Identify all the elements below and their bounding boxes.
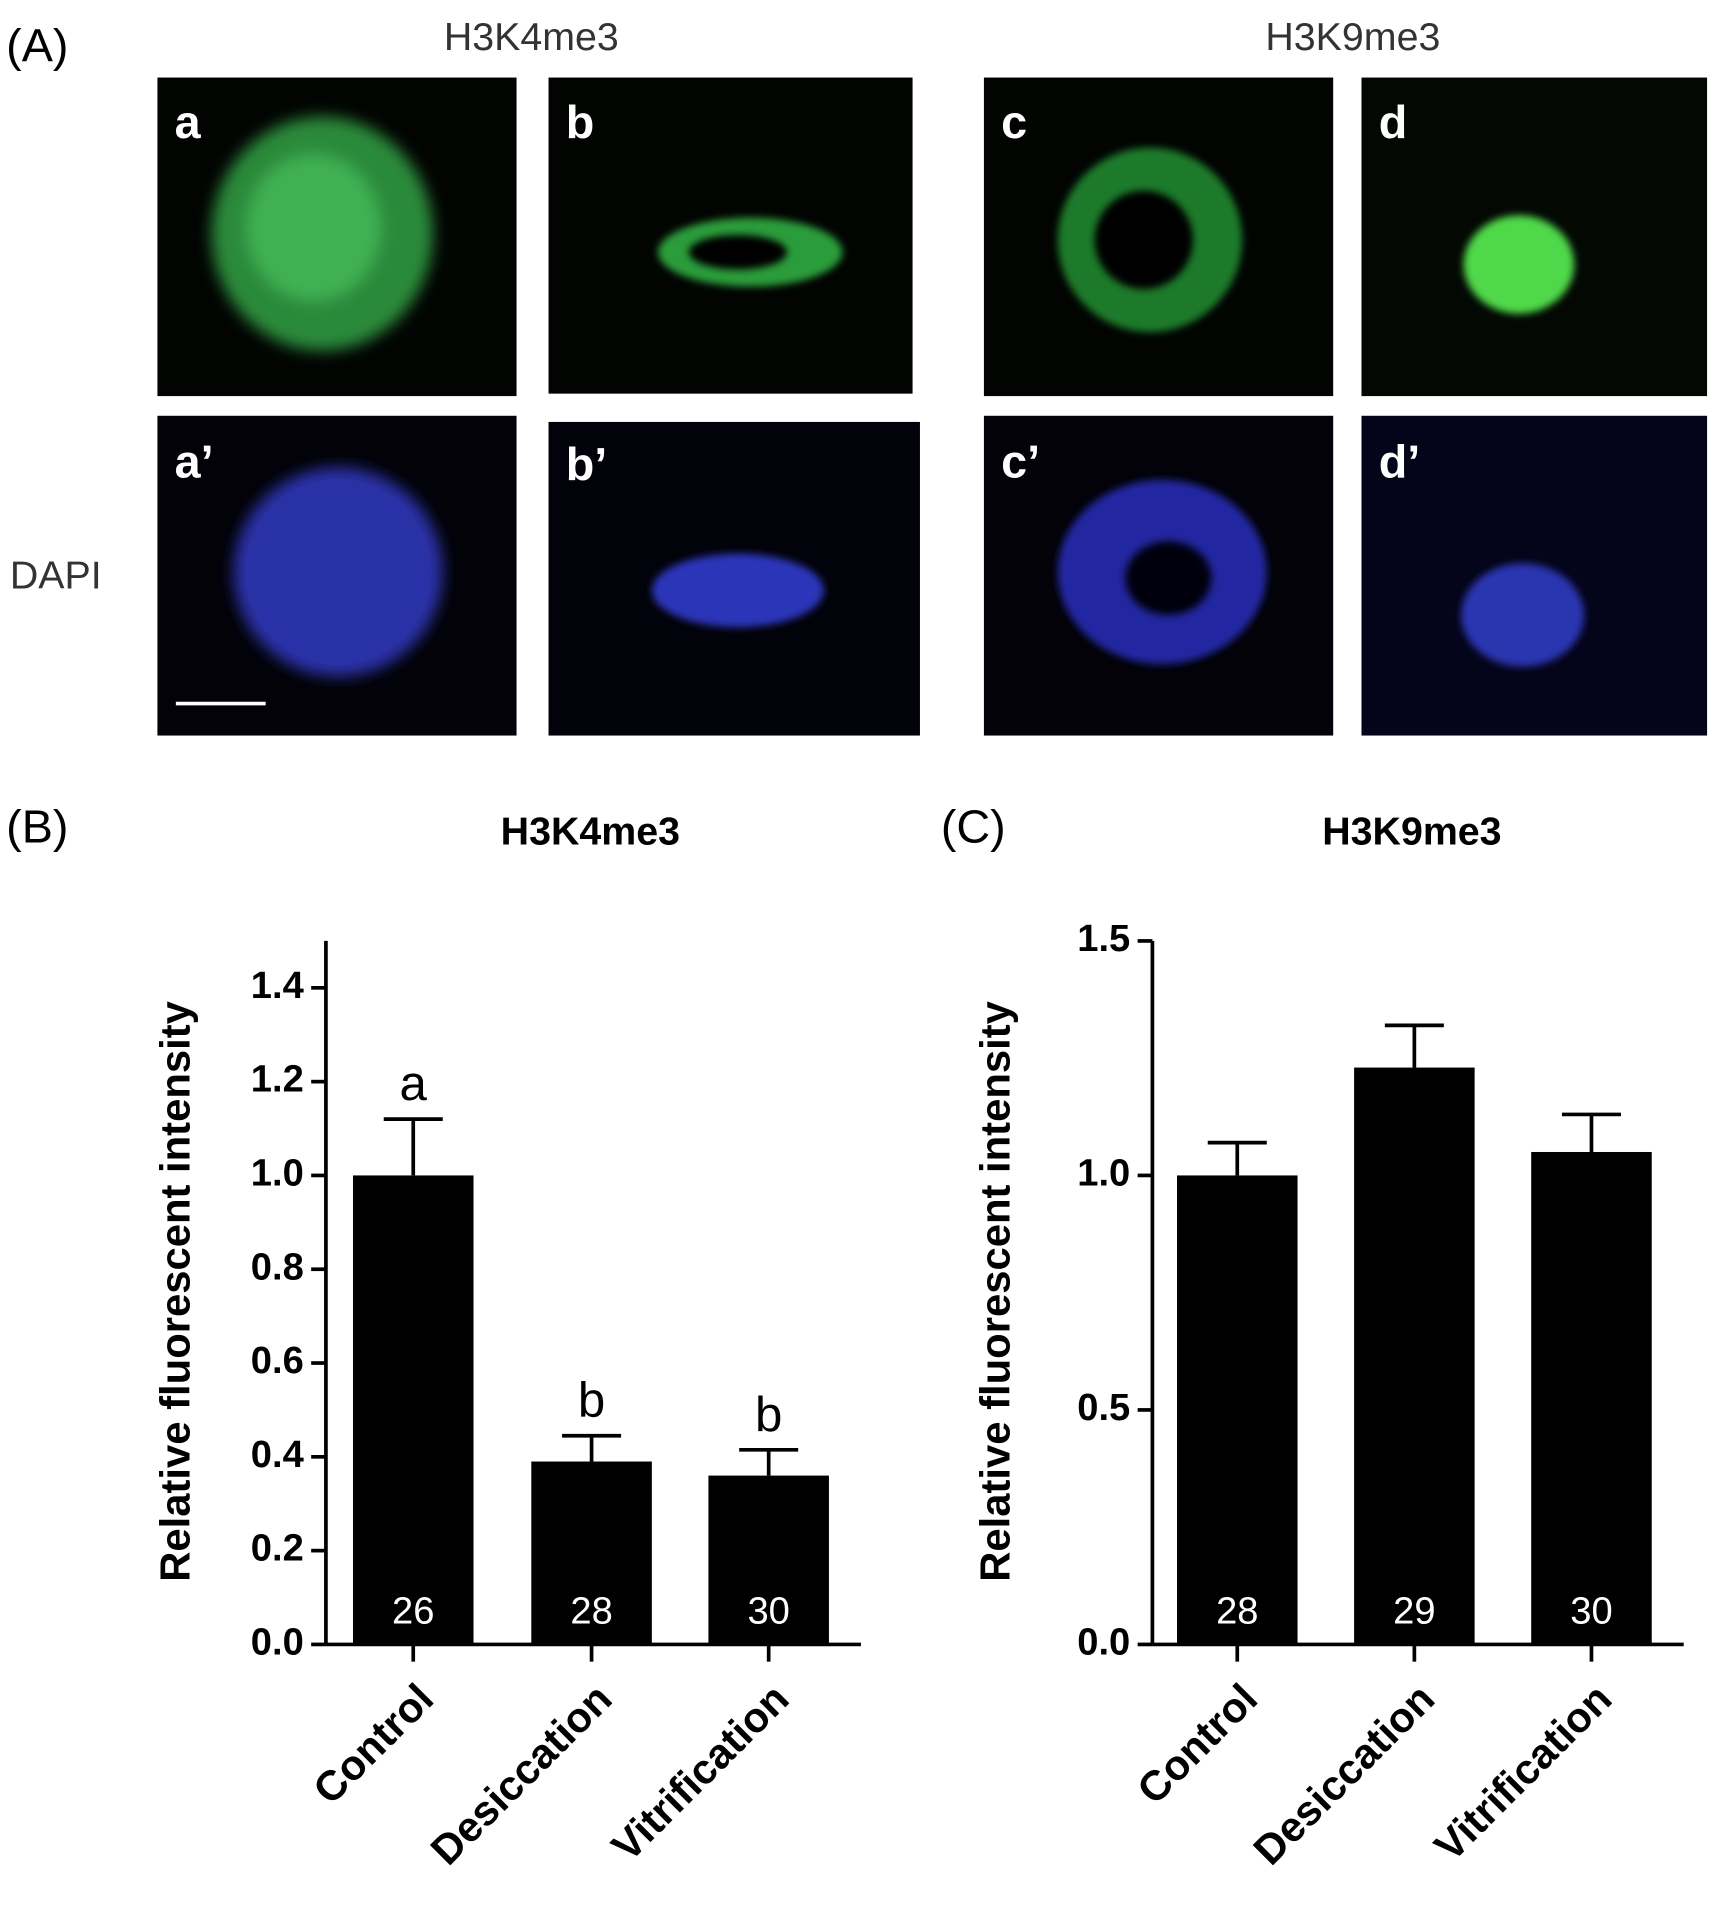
y-tick-label: 1.2 (251, 1058, 304, 1101)
n-label: 30 (747, 1590, 789, 1633)
x-tick-label: Control (304, 1675, 442, 1813)
n-label: 29 (1393, 1590, 1435, 1633)
panel-label: (B) (6, 801, 68, 853)
y-tick-label: 1.4 (251, 964, 304, 1007)
significance-letter: b (578, 1373, 605, 1428)
row-label: DAPI (10, 554, 102, 598)
n-label: 30 (1570, 1590, 1612, 1633)
y-tick-label: 0.4 (251, 1433, 304, 1476)
micrograph-a-dapi: a’ (157, 415, 517, 736)
group-title: H3K9me3 (1265, 15, 1440, 59)
micrograph-d: d (1361, 77, 1708, 397)
bar (1354, 1067, 1475, 1645)
image-label: a’ (175, 435, 214, 487)
n-label: 28 (570, 1590, 612, 1633)
bar (352, 1175, 474, 1645)
y-axis-label: Relative fluorescent intensity (972, 1000, 1019, 1581)
micrograph-c: c (983, 77, 1334, 397)
micrograph-d-dapi: d’ (1361, 415, 1708, 736)
y-tick-label: 1.5 (1077, 917, 1130, 960)
panel-label: (A) (6, 20, 68, 72)
y-tick-label: 0.5 (1077, 1386, 1130, 1429)
bar (1531, 1151, 1652, 1645)
micrograph-b-dapi: b’ (548, 421, 920, 736)
y-tick-label: 0.8 (251, 1245, 304, 1288)
y-tick-label: 0.6 (251, 1339, 304, 1382)
y-tick-label: 1.0 (251, 1151, 304, 1194)
micrograph-b: b (548, 77, 913, 394)
significance-letter: a (400, 1056, 428, 1111)
image-label: c (1001, 96, 1027, 148)
image-label: d (1379, 96, 1408, 148)
micrograph-a: a (157, 77, 517, 397)
n-label: 26 (392, 1590, 434, 1633)
chart-title: H3K4me3 (501, 809, 680, 853)
bar (708, 1475, 829, 1645)
x-tick-label: Desiccation (421, 1675, 620, 1874)
n-label: 28 (1216, 1590, 1258, 1633)
image-label: b’ (566, 438, 608, 490)
x-tick-label: Desiccation (1244, 1675, 1443, 1874)
significance-letter: b (755, 1387, 782, 1442)
y-tick-label: 0.2 (251, 1527, 304, 1570)
y-tick-label: 0.0 (1077, 1620, 1130, 1663)
group-title: H3K4me3 (444, 15, 619, 59)
image-label: d’ (1379, 435, 1421, 487)
bar (531, 1461, 652, 1645)
micrograph-c-dapi: c’ (983, 415, 1334, 736)
x-tick-label: Vitrification (602, 1675, 797, 1870)
panel-label: (C) (941, 801, 1006, 853)
y-tick-label: 1.0 (1077, 1151, 1130, 1194)
y-tick-label: 0.0 (251, 1620, 304, 1663)
y-axis-label: Relative fluorescent intensity (151, 1000, 198, 1581)
image-label: b (566, 96, 595, 148)
bar (1177, 1175, 1298, 1645)
chart-title: H3K9me3 (1322, 809, 1501, 853)
image-label: c’ (1001, 435, 1040, 487)
x-tick-label: Control (1128, 1675, 1266, 1813)
image-label: a (175, 96, 202, 148)
x-tick-label: Vitrification (1425, 1675, 1620, 1870)
